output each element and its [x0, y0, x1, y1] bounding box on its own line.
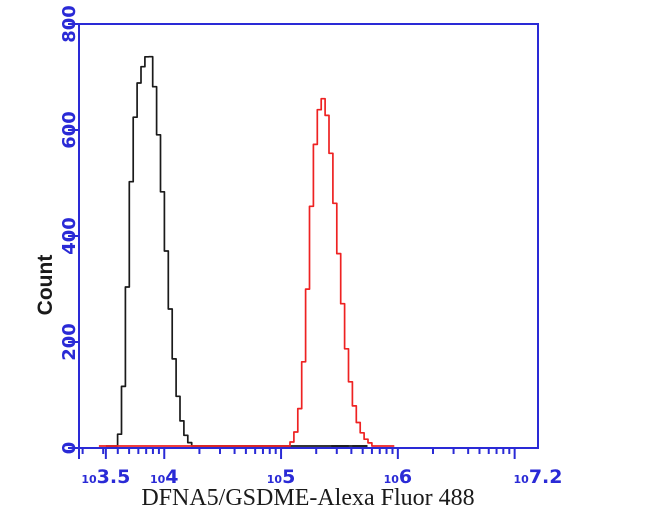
x-tick-label: 103.5	[81, 466, 130, 488]
y-tick-label: 400	[59, 217, 80, 255]
y-tick-labels-group: 0 200 400 600 800	[59, 5, 80, 454]
y-tick-label: 200	[59, 323, 80, 361]
y-tick-label: 600	[59, 111, 80, 149]
x-tick-label: 107.2	[514, 466, 563, 488]
x-tick-label: 105	[267, 466, 296, 488]
y-axis-title: Count	[34, 255, 57, 316]
plot-frame	[78, 23, 539, 449]
histogram-curves-group	[98, 55, 395, 447]
x-tick-labels-group: 103.5 104 105 106 107.2	[81, 466, 562, 488]
plot-frame-group	[78, 23, 539, 449]
x-axis-title: DFNA5/GSDME-Alexa Fluor 488	[141, 485, 474, 511]
x-tick-label: 104	[150, 466, 179, 488]
axis-ticks-group	[68, 23, 516, 459]
red-curve	[98, 97, 395, 447]
y-tick-label: 800	[59, 5, 80, 43]
x-tick-label: 106	[384, 466, 413, 488]
y-tick-label: 0	[59, 442, 80, 455]
